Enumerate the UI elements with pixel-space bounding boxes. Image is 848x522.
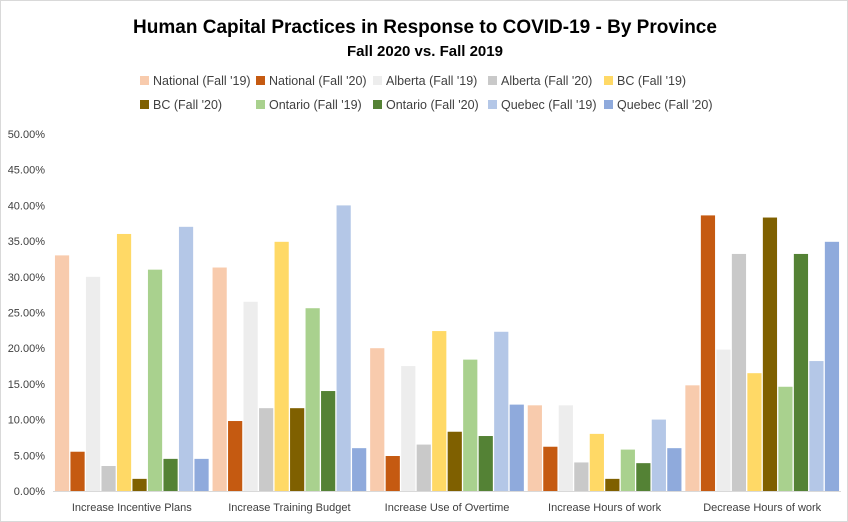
legend-swatch <box>140 76 149 85</box>
chart-title: Human Capital Practices in Response to C… <box>133 17 717 38</box>
x-category-label: Increase Hours of work <box>548 502 662 514</box>
y-tick-label: 15.00% <box>8 379 46 391</box>
bar <box>778 386 793 491</box>
y-tick-label: 40.00% <box>8 200 46 212</box>
bar <box>243 301 258 491</box>
legend-swatch <box>604 100 613 109</box>
bar <box>809 361 824 491</box>
bar <box>574 462 589 491</box>
bar <box>651 419 666 491</box>
y-tick-label: 35.00% <box>8 236 46 248</box>
legend-label: Alberta (Fall '19) <box>386 74 477 88</box>
bar <box>478 436 493 491</box>
legend-swatch <box>488 76 497 85</box>
legend-swatch <box>256 76 265 85</box>
y-tick-label: 25.00% <box>8 308 46 320</box>
bar <box>636 463 651 491</box>
y-tick-label: 50.00% <box>8 129 46 141</box>
bar <box>447 431 462 491</box>
legend-swatch <box>373 100 382 109</box>
bar <box>101 466 116 491</box>
bar <box>178 226 194 491</box>
bar <box>321 391 336 491</box>
legend-label: National (Fall '20) <box>269 74 367 88</box>
bar <box>558 405 573 491</box>
bar <box>259 408 274 491</box>
bar <box>370 348 385 491</box>
bar <box>274 241 289 491</box>
bar <box>305 308 320 491</box>
bar <box>620 449 635 491</box>
y-tick-label: 0.00% <box>14 486 45 498</box>
legend-swatch <box>373 76 382 85</box>
x-category-label: Increase Training Budget <box>228 502 350 514</box>
bar <box>163 458 178 491</box>
legend-label: BC (Fall '19) <box>617 74 686 88</box>
legend-label: BC (Fall '20) <box>153 98 222 112</box>
bar <box>401 366 416 491</box>
legend-swatch <box>488 100 497 109</box>
bar <box>509 404 524 491</box>
legend-swatch <box>140 100 149 109</box>
chart-subtitle: Fall 2020 vs. Fall 2019 <box>347 43 503 60</box>
bar <box>543 446 558 491</box>
bar <box>70 451 85 491</box>
bar <box>416 444 431 491</box>
bar <box>494 331 509 491</box>
bar <box>147 269 163 491</box>
y-tick-label: 20.00% <box>8 343 46 355</box>
legend-label: Alberta (Fall '20) <box>501 74 592 88</box>
x-category-label: Increase Incentive Plans <box>72 502 192 514</box>
legend-label: Quebec (Fall '19) <box>501 98 596 112</box>
bar <box>685 385 700 491</box>
legend-label: Ontario (Fall '19) <box>269 98 362 112</box>
bar <box>352 448 367 491</box>
bar <box>824 241 840 491</box>
bar <box>228 421 243 491</box>
bar <box>336 205 351 491</box>
bar <box>290 408 305 491</box>
y-tick-label: 10.00% <box>8 415 46 427</box>
bar <box>762 217 778 492</box>
bar <box>116 233 132 491</box>
chart-legend: National (Fall '19) National (Fall '20) Al… <box>140 74 712 112</box>
y-tick-label: 5.00% <box>14 450 45 462</box>
legend-label: Quebec (Fall '20) <box>617 98 712 112</box>
bar <box>194 458 209 491</box>
bar <box>793 253 809 491</box>
bar <box>700 215 716 491</box>
bars-group <box>54 205 840 492</box>
y-tick-label: 45.00% <box>8 165 46 177</box>
legend-swatch <box>256 100 265 109</box>
legend-label: Ontario (Fall '20) <box>386 98 479 112</box>
bar <box>385 456 400 491</box>
y-tick-label: 30.00% <box>8 272 46 284</box>
bar <box>605 478 620 491</box>
bar <box>85 276 101 491</box>
bar <box>463 359 478 491</box>
y-axis: 0.00% 5.00% 10.00% 15.00% 20.00% 25.00% 30.00%… <box>8 129 46 498</box>
x-axis: Increase Incentive Plans Increase Trainin… <box>53 491 841 514</box>
bar <box>54 255 70 491</box>
bar <box>589 433 604 491</box>
legend-swatch <box>604 76 613 85</box>
bar <box>132 478 147 491</box>
bar <box>527 405 542 491</box>
x-category-label: Increase Use of Overtime <box>385 502 510 514</box>
bar <box>432 331 447 491</box>
bar <box>212 267 227 491</box>
bar <box>747 373 762 491</box>
x-category-label: Decrease Hours of work <box>703 502 821 514</box>
bar <box>716 349 731 491</box>
bar <box>667 448 682 491</box>
legend-label: National (Fall '19) <box>153 74 251 88</box>
bar <box>731 253 747 491</box>
